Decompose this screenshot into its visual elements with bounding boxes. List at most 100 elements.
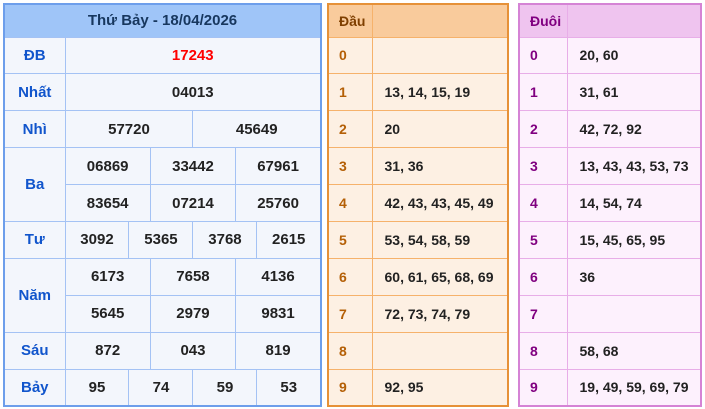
prize-value: 4136	[235, 257, 322, 296]
prize-row: Ba 06869 33442 67961	[3, 147, 322, 222]
dau-numbers: 92, 95	[371, 368, 509, 407]
duoi-numbers: 14, 54, 74	[566, 184, 702, 222]
duoi-numbers: 19, 49, 59, 69, 79	[566, 368, 702, 407]
duoi-row: 3 13, 43, 43, 53, 73	[518, 147, 702, 186]
duoi-header-row: Đuôi	[518, 3, 702, 38]
prize-value: 5645	[64, 294, 151, 333]
duoi-digit: 4	[518, 184, 568, 222]
dau-title: Đầu	[327, 3, 373, 38]
dau-panel: Đầu 0 1 13, 14, 15, 19 2 20 3 31, 36 4 42, 43, 4…	[327, 3, 509, 407]
duoi-row: 5 15, 45, 65, 95	[518, 220, 702, 259]
prize-value: 25760	[235, 184, 322, 222]
prize-value: 07214	[149, 184, 237, 222]
prize-value: 2615	[256, 220, 322, 259]
prize-row: 5645 2979 9831	[4, 294, 322, 333]
duoi-digit: 8	[518, 331, 568, 370]
prize-value: 819	[235, 331, 322, 370]
prize-label: ĐB	[3, 36, 66, 75]
dau-digit: 9	[327, 368, 373, 407]
prize-label: Nhì	[3, 110, 66, 149]
prize-value: 3092	[64, 220, 130, 259]
duoi-row: 0 20, 60	[518, 36, 702, 75]
dau-header-spacer	[371, 3, 509, 38]
duoi-digit: 7	[518, 294, 568, 333]
prize-row: Bảy 95 74 59 53	[3, 368, 322, 407]
prize-value: 872	[64, 331, 151, 370]
prize-value: 53	[256, 368, 322, 407]
dau-row: 7 72, 73, 74, 79	[327, 294, 509, 333]
results-panel: Thứ Bảy - 18/04/2026 ĐB 17243 Nhất 04013 Nhì…	[3, 3, 322, 407]
duoi-digit: 5	[518, 220, 568, 259]
dau-digit: 6	[327, 257, 373, 296]
dau-row: 1 13, 14, 15, 19	[327, 73, 509, 112]
prize-label: Sáu	[3, 331, 66, 370]
dau-numbers: 72, 73, 74, 79	[371, 294, 509, 333]
prize-value: 57720	[64, 110, 194, 149]
dau-numbers: 20	[371, 110, 509, 149]
prize-value: 95	[64, 368, 130, 407]
prize-value: 59	[192, 368, 258, 407]
duoi-row: 4 14, 54, 74	[518, 184, 702, 222]
dau-row: 3 31, 36	[327, 147, 509, 186]
prize-value: 45649	[192, 110, 322, 149]
prize-row: Năm 6173 7658 4136	[3, 257, 322, 333]
duoi-digit: 9	[518, 368, 568, 407]
prize-value: 74	[128, 368, 194, 407]
prize-value: 3768	[192, 220, 258, 259]
duoi-row: 6 36	[518, 257, 702, 296]
duoi-numbers: 36	[566, 257, 702, 296]
dau-digit: 3	[327, 147, 373, 186]
prize-value: 04013	[64, 73, 322, 112]
duoi-numbers: 20, 60	[566, 36, 702, 75]
prize-value: 67961	[235, 147, 322, 186]
dau-row: 2 20	[327, 110, 509, 149]
duoi-panel: Đuôi 0 20, 60 1 31, 61 2 42, 72, 92 3 13, 43, 4…	[518, 3, 702, 407]
results-date-title: Thứ Bảy - 18/04/2026	[3, 3, 322, 38]
prize-value: 83654	[64, 184, 151, 222]
dau-numbers: 53, 54, 58, 59	[371, 220, 509, 259]
prize-row: ĐB 17243	[3, 36, 322, 75]
duoi-digit: 3	[518, 147, 568, 186]
prize-value: 6173	[64, 257, 151, 296]
dau-row: 8	[327, 331, 509, 370]
duoi-numbers: 31, 61	[566, 73, 702, 112]
dau-digit: 2	[327, 110, 373, 149]
results-header-row: Thứ Bảy - 18/04/2026	[3, 3, 322, 38]
dau-numbers	[371, 331, 509, 370]
duoi-row: 7	[518, 294, 702, 333]
dau-numbers	[371, 36, 509, 75]
duoi-header-spacer	[566, 3, 702, 38]
duoi-row: 1 31, 61	[518, 73, 702, 112]
dau-numbers: 31, 36	[371, 147, 509, 186]
prize-label: Bảy	[3, 368, 66, 407]
duoi-row: 9 19, 49, 59, 69, 79	[518, 368, 702, 407]
prize-value: 17243	[64, 36, 322, 75]
duoi-title: Đuôi	[518, 3, 568, 38]
prize-value: 5365	[128, 220, 194, 259]
prize-value: 33442	[149, 147, 237, 186]
prize-label: Năm	[3, 257, 66, 333]
duoi-numbers: 15, 45, 65, 95	[566, 220, 702, 259]
duoi-digit: 6	[518, 257, 568, 296]
prize-value: 2979	[149, 294, 237, 333]
dau-digit: 7	[327, 294, 373, 333]
duoi-digit: 1	[518, 73, 568, 112]
duoi-numbers: 42, 72, 92	[566, 110, 702, 149]
dau-row: 0	[327, 36, 509, 75]
duoi-row: 2 42, 72, 92	[518, 110, 702, 149]
duoi-digit: 2	[518, 110, 568, 149]
prize-value: 7658	[149, 257, 237, 296]
dau-digit: 8	[327, 331, 373, 370]
dau-row: 9 92, 95	[327, 368, 509, 407]
prize-value: 06869	[64, 147, 151, 186]
dau-digit: 5	[327, 220, 373, 259]
duoi-row: 8 58, 68	[518, 331, 702, 370]
dau-row: 4 42, 43, 43, 45, 49	[327, 184, 509, 222]
duoi-numbers: 13, 43, 43, 53, 73	[566, 147, 702, 186]
duoi-numbers: 58, 68	[566, 331, 702, 370]
prize-row: 83654 07214 25760	[4, 184, 322, 222]
prize-label: Ba	[3, 147, 66, 222]
dau-digit: 4	[327, 184, 373, 222]
dau-numbers: 60, 61, 65, 68, 69	[371, 257, 509, 296]
